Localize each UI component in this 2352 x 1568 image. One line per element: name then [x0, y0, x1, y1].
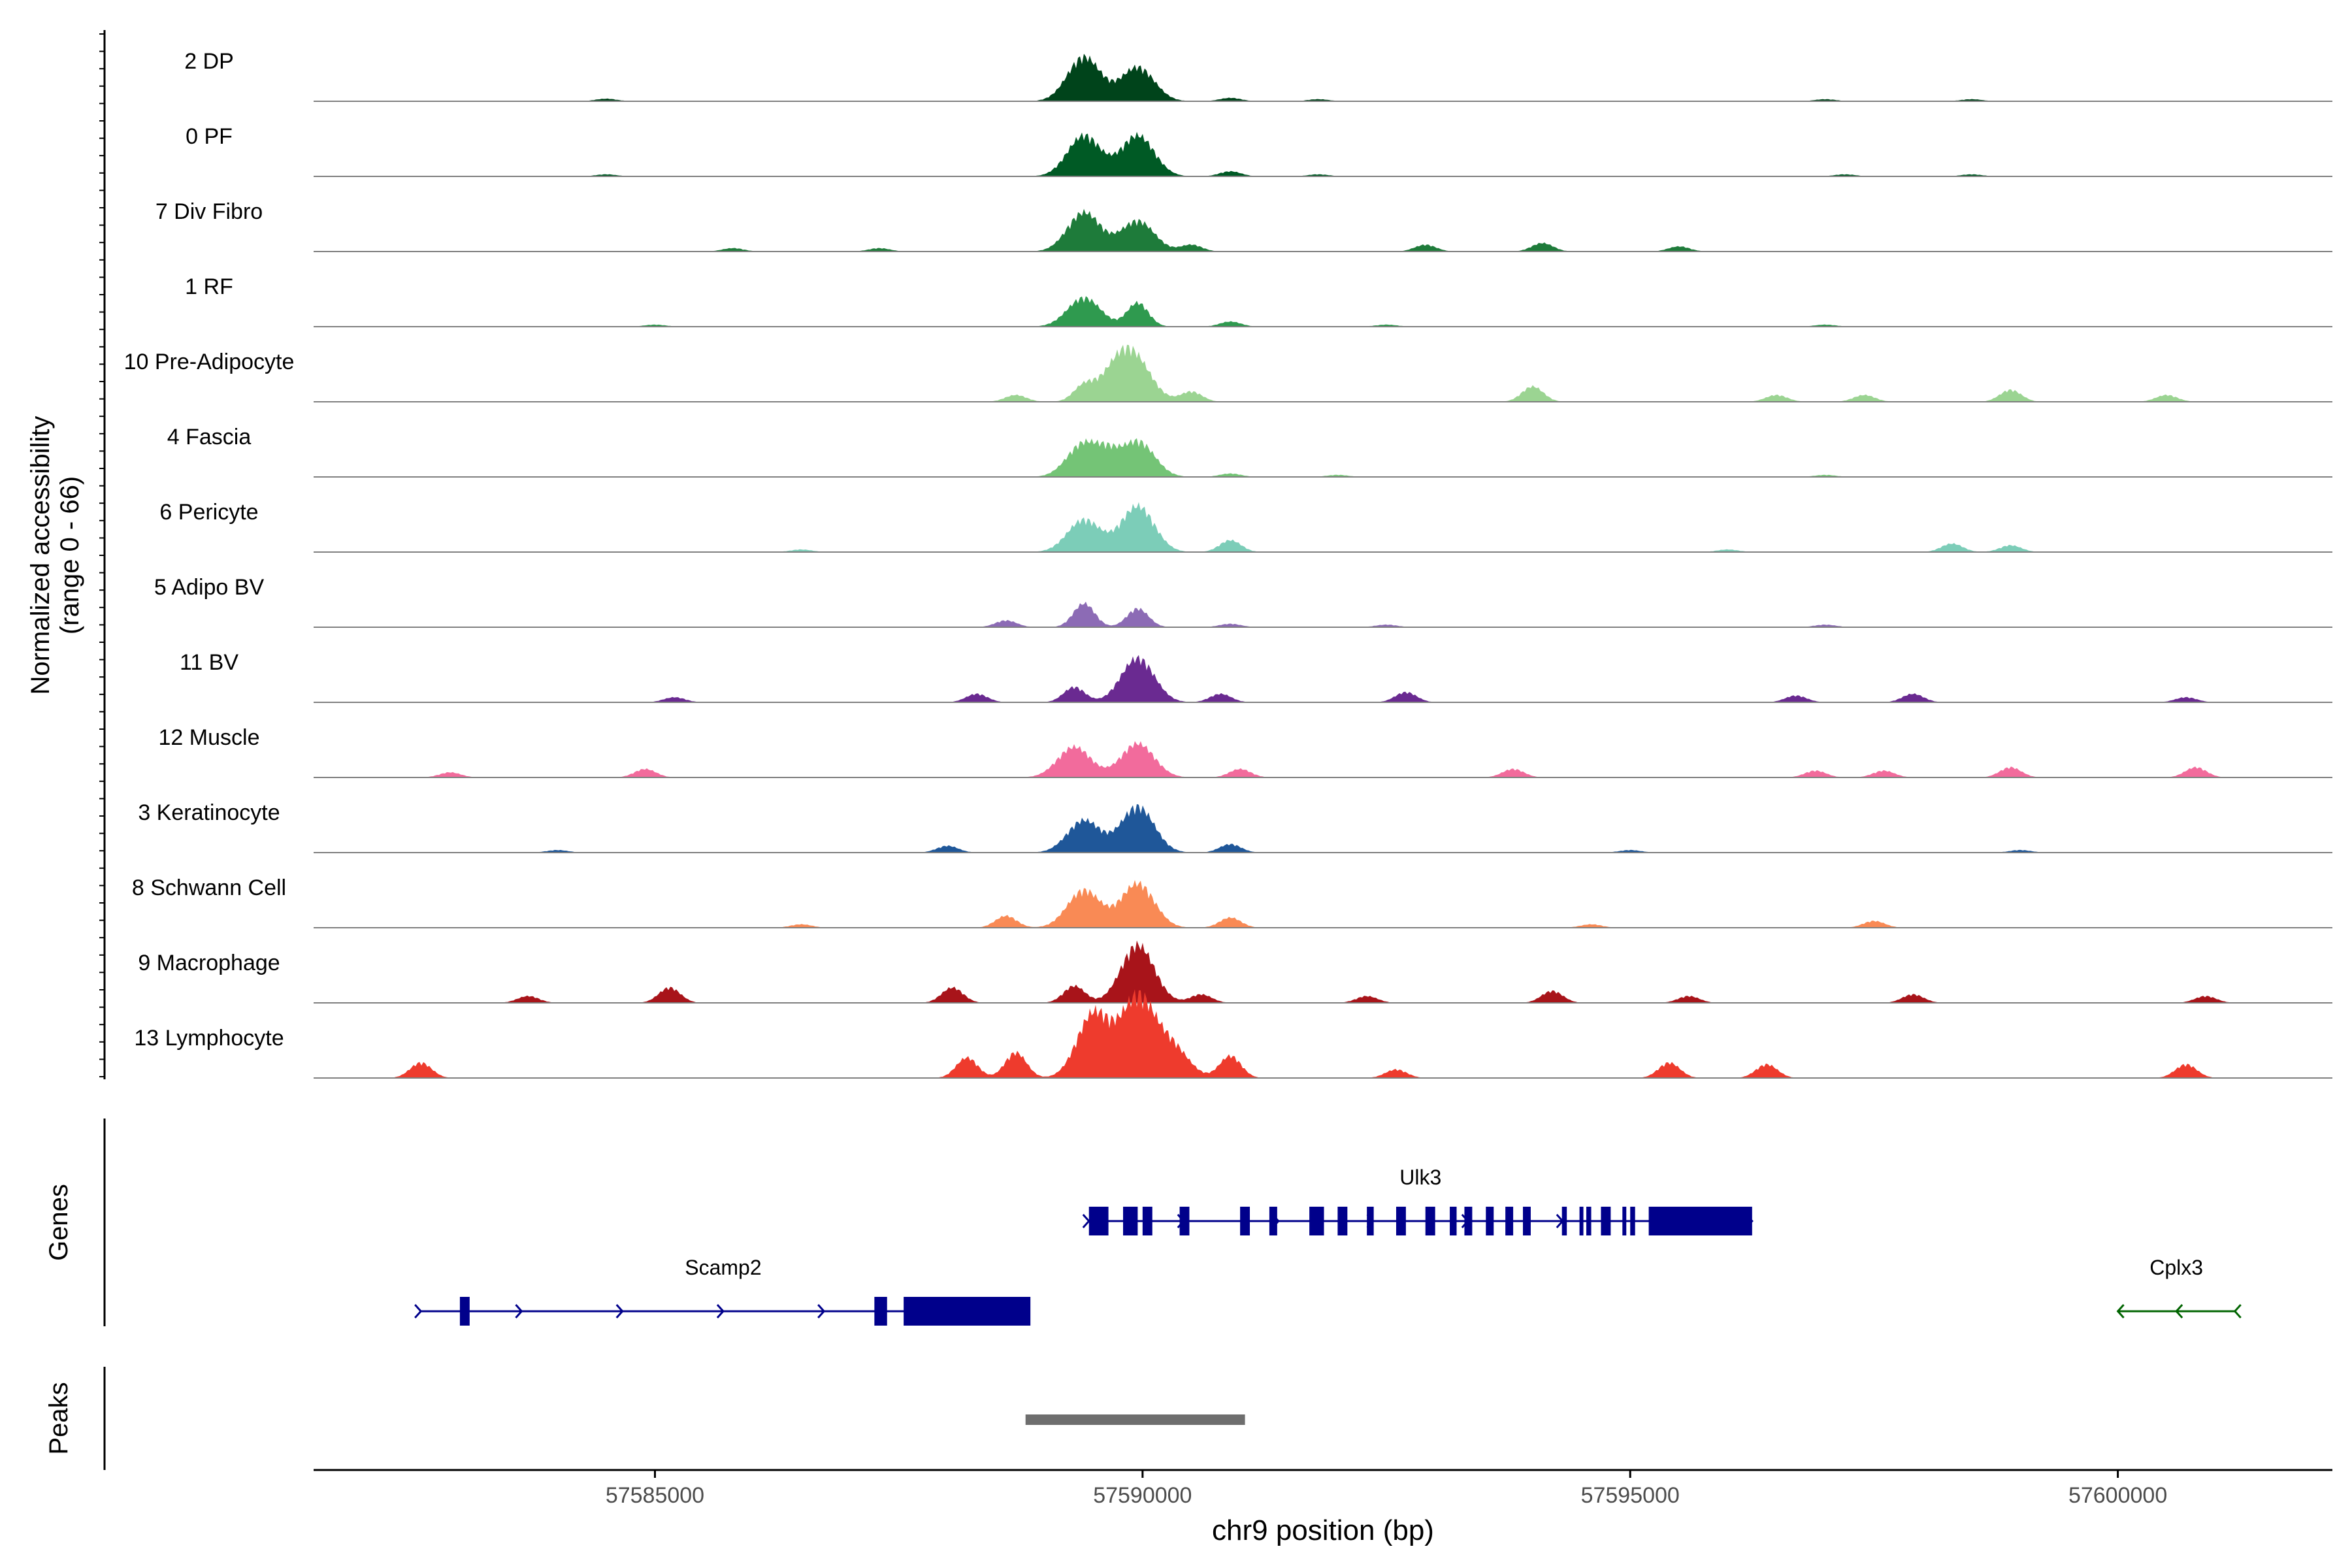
strand-arrow-scamp2 — [716, 1303, 725, 1319]
strand-arrow-cplx3 — [2116, 1303, 2125, 1319]
exon-ulk3 — [1367, 1207, 1374, 1235]
exon-scamp2 — [904, 1297, 1031, 1326]
exon-ulk3 — [1142, 1207, 1152, 1235]
exon-ulk3 — [1337, 1207, 1348, 1235]
exon-ulk3 — [1396, 1207, 1406, 1235]
track-label-11-bv: 11 BV — [180, 650, 238, 675]
exon-ulk3 — [1630, 1207, 1635, 1235]
track-label-6-pericyte: 6 Pericyte — [159, 500, 258, 525]
genes-panel-label: Genes — [44, 1184, 73, 1261]
exon-ulk3 — [1586, 1207, 1592, 1235]
peaks-panel-label: Peaks — [44, 1382, 73, 1454]
exon-ulk3 — [1601, 1207, 1611, 1235]
strand-arrow-cplx3 — [2233, 1303, 2242, 1319]
x-tick-label: 57585000 — [606, 1483, 704, 1508]
x-axis-ticks: 57585000 57590000 57595000 57600000 — [606, 1470, 2167, 1508]
strand-arrow-scamp2 — [817, 1303, 826, 1319]
x-tick-label: 57590000 — [1093, 1483, 1192, 1508]
exon-scamp2 — [459, 1297, 470, 1326]
exon-ulk3 — [1464, 1207, 1473, 1235]
track-y-axis-ticks — [99, 33, 105, 1077]
peak-region — [1025, 1414, 1245, 1425]
track-label-3-keratinocyte: 3 Keratinocyte — [138, 800, 280, 825]
exon-ulk3 — [1523, 1207, 1531, 1235]
coverage-tracks: 2 DP 0 PF 7 Div Fibro 1 RF 10 Pre-Adipocyte 4… — [124, 49, 2332, 1079]
peak-regions — [1025, 1414, 1245, 1425]
exon-ulk3 — [1425, 1207, 1435, 1235]
track-label-7-div-fibro: 7 Div Fibro — [155, 199, 263, 224]
track-label-0-pf: 0 PF — [186, 124, 233, 149]
track-label-5-adipo-bv: 5 Adipo BV — [154, 575, 265, 600]
track-label-10-pre-adipocyte: 10 Pre-Adipocyte — [124, 350, 295, 374]
exon-ulk3 — [1648, 1207, 1752, 1235]
strand-arrow-cplx3 — [2175, 1303, 2183, 1319]
exon-ulk3 — [1269, 1207, 1277, 1235]
track-label-4-fascia: 4 Fascia — [167, 425, 252, 449]
exon-ulk3 — [1579, 1207, 1584, 1235]
exon-ulk3 — [1486, 1207, 1494, 1235]
track-label-2-dp: 2 DP — [184, 49, 234, 74]
exon-ulk3 — [1505, 1207, 1514, 1235]
track-label-9-macrophage: 9 Macrophage — [138, 951, 280, 975]
track-label-8-schwann-cell: 8 Schwann Cell — [132, 875, 286, 900]
x-tick-label: 57600000 — [2068, 1483, 2167, 1508]
gene-label-cplx3: Cplx3 — [2149, 1256, 2203, 1279]
exon-ulk3 — [1179, 1207, 1190, 1235]
exon-ulk3 — [1561, 1207, 1567, 1235]
gene-label-scamp2: Scamp2 — [685, 1256, 761, 1279]
track-label-1-rf: 1 RF — [185, 274, 233, 299]
track-label-13-lymphocyte: 13 Lymphocyte — [134, 1026, 284, 1051]
strand-arrow-scamp2 — [515, 1303, 523, 1319]
exon-scamp2 — [874, 1297, 887, 1326]
exon-ulk3 — [1309, 1207, 1324, 1235]
exon-ulk3 — [1450, 1207, 1457, 1235]
exon-ulk3 — [1122, 1207, 1138, 1235]
exon-ulk3 — [1622, 1207, 1627, 1235]
x-axis-label: chr9 position (bp) — [1212, 1514, 1434, 1546]
x-tick-label: 57595000 — [1581, 1483, 1680, 1508]
y-axis-range-label: (range 0 - 66) — [56, 476, 84, 634]
track-label-12-muscle: 12 Muscle — [159, 725, 260, 750]
strand-arrow-scamp2 — [414, 1303, 423, 1319]
gene-label-ulk3: Ulk3 — [1399, 1166, 1441, 1189]
strand-arrow-scamp2 — [615, 1303, 624, 1319]
exon-ulk3 — [1240, 1207, 1250, 1235]
exon-ulk3 — [1088, 1207, 1109, 1235]
gene-annotations: Ulk3 Scamp2 Cplx3 — [414, 1166, 2242, 1326]
y-axis-label: Normalized accessibility — [26, 416, 55, 695]
